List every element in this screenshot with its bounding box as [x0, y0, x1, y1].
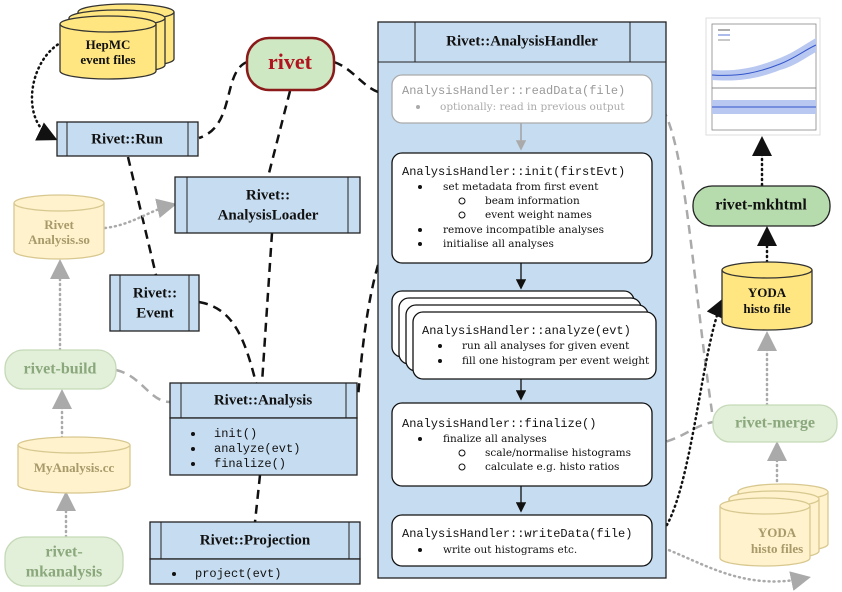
method: AnalysisHandler::writeData(file): [402, 527, 632, 541]
label: rivet-build: [24, 361, 97, 378]
item: run all analyses for given event: [462, 340, 630, 352]
label: Event: [136, 305, 174, 321]
sub-item: beam information: [485, 195, 580, 207]
item: write out histograms etc.: [443, 544, 577, 556]
analysis-handler: Rivet::AnalysisHandler AnalysisHandler::…: [377, 21, 667, 579]
connector: [333, 60, 379, 94]
method: project(evt): [195, 567, 281, 581]
label: MyAnalysis.cc: [34, 460, 115, 475]
event-class: Rivet:: Event: [109, 274, 200, 332]
connector: [103, 198, 177, 230]
label: rivet-merge: [735, 415, 815, 432]
label: rivet-: [45, 544, 82, 561]
step-box: [412, 311, 657, 380]
label: event files: [80, 52, 135, 67]
connector: [30, 40, 64, 141]
step-box: [391, 74, 653, 124]
step-box: [391, 402, 653, 487]
item: optionally: read in previous output: [440, 101, 625, 113]
method: AnalysisHandler::finalize(): [402, 417, 596, 431]
label: YODA: [758, 525, 797, 540]
label: Analysis.so: [28, 232, 90, 247]
label: Rivet::Analysis: [214, 392, 312, 408]
label: rivet: [268, 49, 313, 74]
item: initialise all analyses: [443, 238, 554, 250]
label: histo files: [751, 541, 803, 556]
label: Rivet::: [133, 285, 177, 301]
rivet-mkanalysis: rivet- mkanalysis: [4, 536, 124, 587]
label: Rivet::: [246, 187, 290, 203]
label: Rivet::Projection: [200, 532, 311, 548]
rivet-mkhtml: rivet-mkhtml: [692, 185, 831, 227]
label: AnalysisLoader: [218, 207, 319, 223]
sub-item: event weight names: [485, 209, 592, 221]
sub-item: scale/normalise histograms: [485, 447, 631, 459]
run-class: Rivet::Run: [56, 121, 199, 157]
plot-thumbnail: [705, 17, 821, 136]
connector: [253, 474, 262, 523]
step-box: [391, 514, 653, 567]
item: finalize all analyses: [443, 433, 547, 445]
method: analyze(evt): [214, 442, 300, 456]
connector: [198, 60, 248, 140]
rivet-build: rivet-build: [4, 349, 117, 390]
connector: [356, 264, 380, 399]
analysis-so: Rivet Analysis.so: [13, 194, 105, 260]
label: YODA: [748, 285, 787, 300]
label: Rivet: [44, 217, 74, 232]
step-box: [391, 152, 653, 264]
method: AnalysisHandler::init(firstEvt): [402, 165, 625, 179]
loader-class: Rivet:: AnalysisLoader: [174, 176, 361, 234]
item: fill one histogram per event weight: [462, 355, 650, 367]
analysis-class: Rivet::Analysis init() analyze(evt) fina…: [169, 382, 358, 476]
hepmc-files: HepMC event files: [59, 3, 175, 80]
connector: [115, 368, 171, 404]
item: set metadata from first event: [443, 181, 599, 193]
yoda-files: YODA histo files: [719, 483, 829, 567]
label: rivet-mkhtml: [715, 197, 807, 214]
method: init(): [214, 427, 257, 441]
item: remove incompatible analyses: [443, 224, 604, 236]
yoda-file: YODA histo file: [721, 261, 813, 331]
sub-item: calculate e.g. histo ratios: [485, 461, 619, 473]
method: AnalysisHandler::analyze(evt): [422, 324, 631, 338]
panel-title: Rivet::AnalysisHandler: [446, 33, 598, 49]
my-analysis: MyAnalysis.cc: [17, 436, 131, 494]
label: Rivet::Run: [91, 131, 163, 147]
label: HepMC: [86, 37, 131, 52]
connector: [198, 300, 258, 384]
label: histo file: [743, 301, 791, 316]
connector: [266, 90, 292, 178]
projection-class: Rivet::Projection project(evt): [149, 521, 361, 585]
connector: [260, 232, 274, 384]
method: AnalysisHandler::readData(file): [402, 84, 625, 98]
label: mkanalysis: [26, 564, 102, 581]
connector: [653, 543, 811, 591]
rivet-node: rivet: [245, 36, 336, 92]
method: finalize(): [214, 457, 286, 471]
rivet-merge: rivet-merge: [712, 404, 838, 443]
